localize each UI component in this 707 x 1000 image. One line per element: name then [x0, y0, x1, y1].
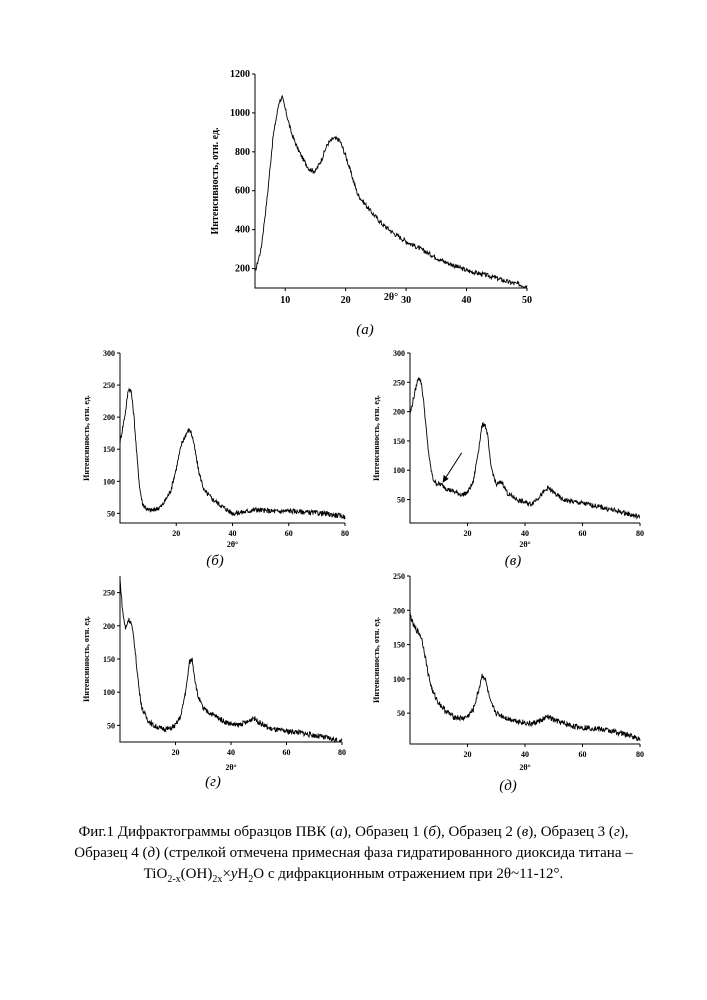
figure-caption: Фиг.1 Дифрактограммы образцов ПВК (а), О… [40, 822, 667, 890]
y-axis-label: Интенсивность, отн. ед. [372, 395, 381, 481]
y-tick-label: 100 [103, 688, 115, 697]
y-tick-label: 100 [393, 675, 405, 684]
panel-label-d: (г) [205, 774, 221, 790]
axes-frame [119, 576, 342, 743]
y-tick-label: 250 [103, 381, 115, 390]
y-tick-label: 200 [393, 408, 405, 417]
series-line [254, 94, 528, 290]
x-tick-label: 60 [579, 750, 587, 759]
y-tick-label: 50 [397, 496, 405, 505]
x-tick-label: 50 [522, 295, 532, 306]
chart-e: 50 100 150 200 250 20 40 60 80 2θ° Интенсивность, … [372, 572, 644, 772]
x-tick-label: 80 [636, 529, 644, 538]
y-tick-label: 50 [107, 721, 115, 730]
x-axis-label: 2θ° [384, 292, 398, 303]
chart-b: 50 100 150 200 250 300 20 40 60 80 2θ° Интенсивност… [82, 349, 349, 549]
x-axis-label: 2θ° [519, 540, 530, 549]
caption-line-3: TiO2-x(OH)2x×yH2O с дифракционным отраже… [143, 866, 564, 885]
y-tick-label: 250 [103, 589, 115, 598]
impurity-arrow [442, 452, 463, 483]
y-tick-label: 1000 [230, 108, 250, 119]
axes-frame [409, 353, 640, 524]
y-tick-label: 800 [235, 147, 250, 158]
y-tick-label: 300 [103, 349, 115, 358]
y-axis-label: Интенсивность, отн. ед. [210, 127, 221, 235]
x-tick-label: 40 [462, 295, 472, 306]
x-tick-label: 20 [464, 529, 472, 538]
series-line [119, 387, 346, 520]
y-tick-label: 400 [235, 225, 250, 236]
x-tick-label: 20 [172, 529, 180, 538]
x-tick-label: 20 [172, 748, 180, 757]
panel-label-c: (в) [504, 553, 522, 569]
series-line [119, 578, 343, 744]
y-tick-label: 50 [397, 709, 405, 718]
chart-a: 200 400 600 800 1000 1200 10 20 30 40 50 2θ° Интенси… [210, 69, 532, 306]
y-tick-label: 150 [103, 655, 115, 664]
y-tick-label: 250 [393, 572, 405, 581]
y-tick-label: 50 [107, 509, 115, 518]
y-tick-label: 100 [103, 477, 115, 486]
panel-label-e: (д) [499, 778, 517, 794]
axes-frame [254, 74, 527, 289]
y-tick-label: 150 [393, 437, 405, 446]
x-tick-label: 30 [401, 295, 411, 306]
x-tick-label: 80 [341, 529, 349, 538]
axes-frame [119, 353, 345, 524]
y-tick-label: 200 [103, 622, 115, 631]
x-axis-label: 2θ° [225, 763, 236, 772]
x-tick-label: 40 [521, 750, 529, 759]
y-tick-label: 1200 [230, 69, 250, 80]
y-axis-label: Интенсивность, отн. ед. [82, 616, 91, 702]
caption-line-1: Фиг.1 Дифрактограммы образцов ПВК (а), О… [78, 824, 629, 840]
x-tick-label: 80 [636, 750, 644, 759]
x-tick-label: 60 [579, 529, 587, 538]
y-tick-label: 150 [393, 641, 405, 650]
panel-label-b: (б) [206, 553, 224, 569]
axes-frame [409, 576, 640, 745]
y-tick-label: 250 [393, 378, 405, 387]
panel-label-a: (а) [356, 322, 374, 338]
x-tick-label: 10 [280, 295, 290, 306]
y-tick-label: 100 [393, 466, 405, 475]
x-tick-label: 20 [464, 750, 472, 759]
x-tick-label: 40 [521, 529, 529, 538]
series-line [409, 376, 641, 520]
x-tick-label: 80 [338, 748, 346, 757]
y-axis-label: Интенсивность, отн. ед. [82, 395, 91, 481]
x-axis-label: 2θ° [227, 540, 238, 549]
x-tick-label: 20 [341, 295, 351, 306]
y-tick-label: 200 [393, 606, 405, 615]
x-tick-label: 40 [227, 748, 235, 757]
y-tick-label: 600 [235, 186, 250, 197]
y-tick-label: 300 [393, 349, 405, 358]
y-tick-label: 200 [103, 413, 115, 422]
y-axis-label: Интенсивность, отн. ед. [372, 617, 381, 703]
series-line [409, 611, 641, 741]
caption-line-2: Образец 4 (д) (стрелкой отмечена примесн… [74, 845, 633, 861]
chart-c: 50 100 150 200 250 300 20 40 60 80 2θ° Интенсивност… [372, 349, 644, 549]
x-tick-label: 60 [283, 748, 291, 757]
x-tick-label: 60 [285, 529, 293, 538]
y-tick-label: 200 [235, 264, 250, 275]
x-tick-label: 40 [229, 529, 237, 538]
x-axis-label: 2θ° [519, 763, 530, 772]
chart-d: 50 100 150 200 250 20 40 60 80 2θ° Интенсивность, … [82, 576, 346, 772]
y-tick-label: 150 [103, 445, 115, 454]
